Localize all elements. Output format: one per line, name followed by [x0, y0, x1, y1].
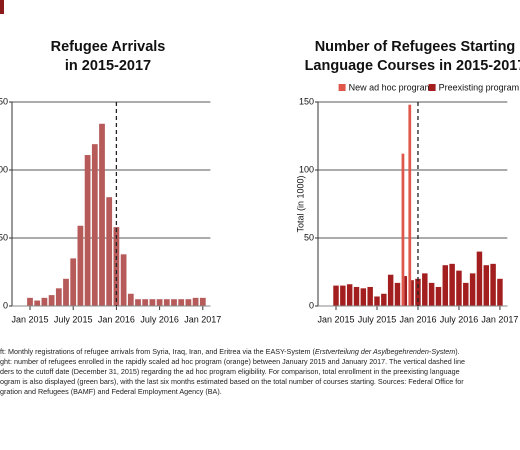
bar — [435, 286, 442, 306]
bar — [476, 251, 483, 306]
caption-line: ft: Monthly registrations of refugee arr… — [0, 347, 520, 357]
caption-text: ). — [455, 347, 460, 356]
bar — [360, 288, 367, 306]
y-tick-label: 150 — [0, 96, 8, 106]
bar — [422, 273, 428, 306]
bar — [401, 153, 405, 306]
bar — [171, 299, 177, 306]
bar — [449, 263, 455, 306]
caption-text: ft: Monthly registrations of refugee arr… — [0, 347, 315, 356]
x-tick-label: July 2015 — [358, 314, 397, 324]
caption-line: ght: number of refugees enrolled in the … — [0, 357, 465, 366]
y-tick-label: 150 — [299, 96, 314, 106]
x-tick-label: Jan 2016 — [98, 314, 135, 324]
bar — [106, 197, 113, 306]
bar — [199, 297, 206, 306]
bar — [99, 123, 105, 306]
bar — [456, 270, 462, 306]
caption-italic: Erstverteilung der Asylbegehrenden-Syste… — [314, 347, 456, 356]
caption: ft: Monthly registrations of refugee arr… — [0, 347, 520, 397]
bar — [346, 284, 353, 306]
x-tick-label: Jan 2017 — [184, 314, 221, 324]
caption-line: gration and Refugees (BAMF) and Federal … — [0, 387, 222, 396]
bar — [340, 285, 346, 306]
y-tick-label: 100 — [0, 164, 8, 174]
bar — [70, 258, 77, 306]
bar — [483, 265, 490, 306]
bar — [374, 296, 380, 306]
chart-title: Refugee Arrivals — [51, 39, 166, 55]
bar — [394, 282, 401, 306]
bar — [185, 299, 192, 306]
y-tick-label: 50 — [304, 232, 314, 242]
bar — [497, 278, 503, 306]
bar — [91, 144, 98, 306]
bar — [142, 299, 149, 306]
legend-label: New ad hoc program — [349, 82, 433, 92]
charts: Refugee Arrivals in 2015-2017 0 50 100 150 Jan… — [0, 0, 520, 324]
bar — [127, 293, 134, 306]
x-tick-label: Jan 2015 — [317, 314, 354, 324]
bar — [34, 300, 41, 306]
y-tick-label: 0 — [309, 300, 314, 310]
chart-title: in 2015-2017 — [65, 58, 151, 74]
x-tick-label: Jan 2015 — [11, 314, 48, 324]
bar — [27, 297, 33, 306]
bar — [469, 273, 476, 306]
bar — [192, 297, 199, 306]
x-tick-label: July 2016 — [140, 314, 179, 324]
bar — [411, 280, 414, 306]
x-tick-label: July 2015 — [54, 314, 93, 324]
x-tick-label: July 2016 — [440, 314, 479, 324]
caption-line: ogram is also displayed (green bars), wi… — [0, 377, 464, 386]
bar — [333, 285, 339, 306]
bar — [178, 299, 185, 306]
bar — [156, 299, 163, 306]
bar — [404, 276, 408, 306]
bar — [163, 299, 170, 306]
bar — [408, 104, 412, 306]
y-axis-label: Total (in 1000) — [295, 175, 305, 232]
legend-swatch — [338, 84, 346, 91]
caption-line: ders to the cutoff date (December 31, 20… — [0, 367, 460, 376]
bar — [428, 282, 435, 306]
y-tick-label: 0 — [3, 300, 8, 310]
y-tick-label: 100 — [299, 164, 314, 174]
chart-title: Number of Refugees Starting — [315, 39, 516, 55]
bar — [149, 299, 156, 306]
bar — [463, 282, 469, 306]
bar — [353, 286, 360, 306]
bar — [77, 225, 84, 306]
bar — [387, 274, 394, 306]
y-tick-label: 50 — [0, 232, 8, 242]
bar — [63, 278, 69, 306]
bar — [367, 286, 373, 306]
bar — [84, 155, 91, 306]
bar — [120, 254, 127, 306]
bar — [55, 288, 62, 306]
chart-title: Language Courses in 2015-2017 — [305, 58, 520, 74]
bar — [135, 299, 141, 306]
corner-tab — [0, 0, 4, 14]
legend-label: Preexisting program — [439, 82, 520, 92]
bar — [490, 263, 496, 306]
bar — [381, 293, 387, 306]
bar — [442, 265, 449, 306]
legend-swatch — [428, 84, 436, 91]
bar — [41, 297, 48, 306]
x-tick-label: Jan 2016 — [399, 314, 436, 324]
bar — [48, 295, 55, 306]
x-tick-label: Jan 2017 — [481, 314, 518, 324]
